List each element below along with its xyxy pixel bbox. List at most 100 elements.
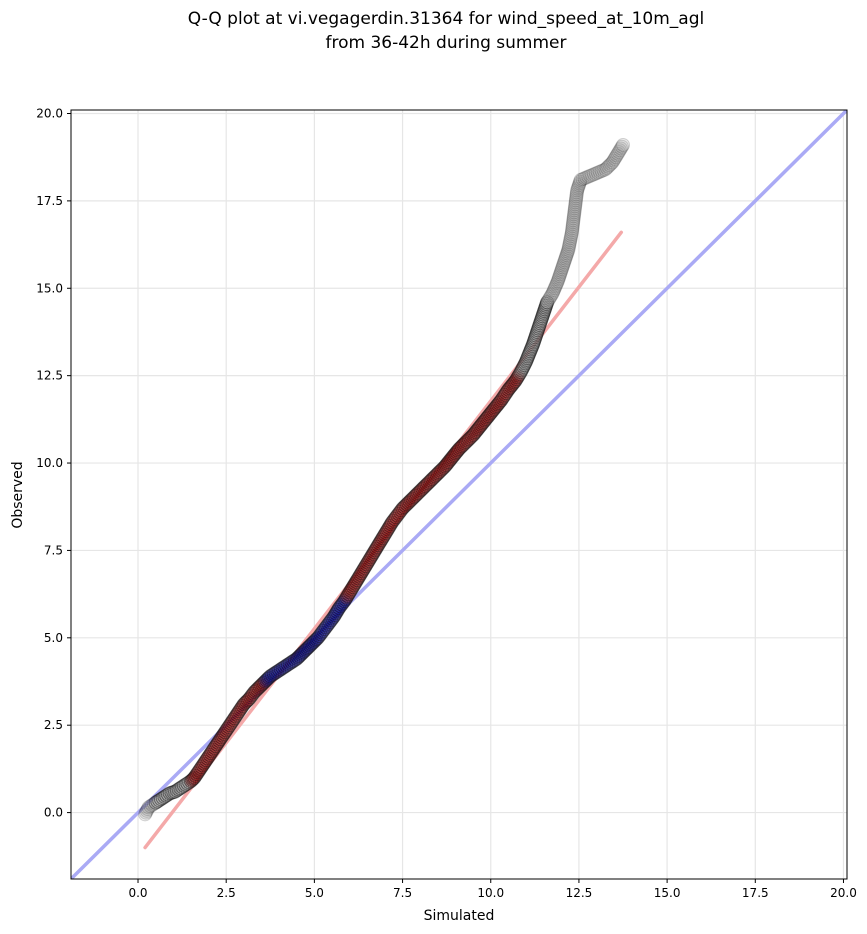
quantile-point	[536, 307, 551, 322]
quantile-point	[161, 787, 175, 802]
quantile-point	[384, 515, 399, 530]
quantile-point	[239, 694, 254, 709]
quantile-point	[218, 725, 233, 740]
quantile-point	[296, 645, 311, 660]
quantile-point	[306, 634, 321, 649]
quantile-point	[563, 231, 578, 246]
quantile-point	[539, 296, 554, 311]
quantile-point	[531, 319, 546, 334]
quantile-point	[425, 472, 440, 487]
quantile-point	[355, 564, 370, 579]
quantile-point	[361, 553, 376, 568]
y-tick-label: 17.5	[36, 194, 63, 208]
y-axis-ticks: 0.0 2.5 5.0 7.5 10.0 12.5 15.0 17.5 20.0	[36, 106, 71, 820]
y-tick-label: 2.5	[44, 718, 63, 732]
quantile-point	[562, 236, 577, 251]
quantile-point	[463, 430, 478, 445]
quantile-point	[585, 168, 600, 183]
quantile-point	[275, 661, 290, 676]
quantile-point	[444, 450, 459, 465]
quantile-point	[554, 262, 569, 277]
x-tick-label: 5.0	[305, 886, 324, 900]
quantile-point	[166, 785, 181, 800]
quantile-point	[381, 520, 396, 535]
quantile-point	[453, 440, 468, 455]
quantile-point	[213, 732, 228, 747]
quantile-point	[310, 630, 325, 645]
quantile-point	[528, 330, 543, 345]
quantile-point	[482, 407, 497, 422]
quantile-point	[518, 356, 533, 371]
y-tick-label: 5.0	[44, 631, 63, 645]
quantile-point	[491, 396, 506, 411]
quantile-point	[568, 193, 583, 208]
quantile-point	[152, 793, 167, 808]
quantile-point	[194, 760, 209, 775]
quantile-point	[329, 604, 344, 619]
grid-lines	[71, 110, 847, 879]
quantile-point	[511, 368, 526, 383]
quantile-point	[419, 477, 434, 492]
quantile-point	[565, 219, 580, 234]
quantile-point	[443, 452, 458, 467]
quantile-point	[364, 548, 379, 563]
quantile-point	[532, 317, 547, 332]
quantile-point	[457, 436, 472, 451]
quantile-point	[569, 185, 584, 200]
quantile-point	[263, 669, 278, 684]
quantile-point	[510, 370, 525, 385]
quantile-point	[433, 463, 448, 478]
quantile-point	[435, 462, 450, 477]
quantile-point	[594, 164, 609, 179]
quantile-point	[339, 590, 354, 605]
quantile-point	[514, 363, 529, 378]
quantile-point	[401, 495, 416, 510]
x-tick-label: 2.5	[217, 886, 236, 900]
quantile-point	[562, 235, 577, 250]
quantile-point	[258, 674, 272, 689]
quantile-point	[360, 555, 375, 570]
quantile-point	[200, 751, 215, 766]
quantile-point	[529, 328, 544, 343]
quantile-point	[222, 718, 237, 733]
x-tick-label: 17.5	[742, 886, 769, 900]
quantile-point	[352, 569, 367, 584]
quantile-point	[571, 179, 586, 194]
quantile-point	[573, 174, 588, 189]
quantile-point	[189, 767, 204, 782]
quantile-point	[538, 300, 553, 315]
quantile-point	[428, 469, 443, 484]
quantile-point	[386, 513, 401, 528]
quantile-point	[220, 721, 235, 736]
quantile-point	[146, 796, 161, 811]
quantile-point	[396, 500, 411, 515]
quantile-point	[544, 288, 559, 303]
quantile-point	[513, 365, 528, 380]
x-tick-label: 15.0	[654, 886, 681, 900]
quantile-point	[452, 442, 466, 457]
quantile-point	[524, 340, 539, 355]
quantile-point	[351, 571, 366, 586]
quantile-point	[495, 391, 510, 406]
quantile-point	[430, 466, 445, 481]
quantile-point	[225, 714, 240, 729]
quantile-point	[530, 323, 545, 338]
quantile-point	[357, 560, 372, 575]
y-tick-label: 7.5	[44, 543, 63, 557]
quantile-point	[550, 274, 565, 289]
quantile-point	[565, 223, 580, 238]
quantile-point	[202, 747, 217, 762]
quantile-point	[564, 225, 579, 240]
quantile-point	[420, 476, 435, 491]
quantile-point	[188, 768, 203, 783]
quantile-point	[575, 172, 590, 187]
quantile-point	[490, 397, 505, 412]
quantile-point	[609, 148, 624, 163]
quantile-point	[235, 698, 250, 713]
quantile-point	[203, 746, 218, 761]
quantile-point	[318, 620, 333, 635]
quantile-point	[612, 143, 627, 158]
quantile-point	[526, 335, 541, 350]
quantile-point	[358, 559, 373, 574]
